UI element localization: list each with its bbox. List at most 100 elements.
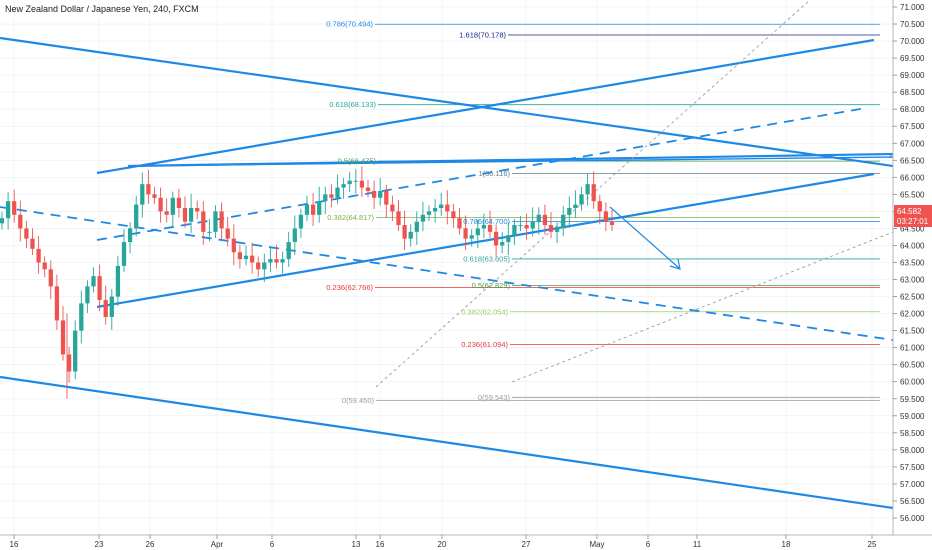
candle-body [542,214,548,226]
candle-body [243,255,249,260]
candle-body [176,197,182,208]
candle-body [493,231,499,246]
trend-line [96,172,875,309]
candle-body [48,269,53,287]
candle-body [42,262,47,270]
price-tick-label: 70.000 [900,37,925,46]
candle-body [103,299,108,318]
forecast-arrow-head [669,258,681,270]
price-tick-label: 63.000 [900,276,925,285]
time-tick-label: 23 [95,540,104,549]
fib-level-label: 0.236(62.766) [326,283,373,292]
price-tick-label: 57.000 [900,480,925,489]
candle-body [97,276,102,300]
price-tick-label: 70.500 [900,20,925,29]
candle-body [335,187,340,198]
candle-body [304,204,310,215]
candle-body [249,255,255,263]
candle-body [310,204,316,215]
time-tick-label: 6 [646,540,651,549]
candle-body [347,180,352,185]
candle-body [170,197,175,215]
candle-body [353,180,358,182]
candle-body [554,228,560,232]
chart-title: New Zealand Dollar / Japanese Yen, 240, … [5,4,199,14]
time-axis[interactable]: 16 23 26 Apr 6 13 16 20 27 May 6 11 18 25 [10,535,877,549]
candle-body [323,194,328,202]
candle-body [396,211,401,226]
dashed-trend-line [0,206,894,341]
candle-body [341,184,346,188]
price-tick-label: 58.500 [900,429,925,438]
candle-body [54,286,60,321]
candle-body [195,207,200,212]
price-tick-label: 69.500 [900,54,925,63]
price-tick-label: 60.500 [900,361,925,370]
price-tick-label: 69.000 [900,71,925,80]
candle-body [475,228,480,236]
price-tick-label: 64.500 [900,224,925,233]
candle-body [213,211,218,232]
candle-body [597,201,602,212]
candle-body [207,231,212,233]
candle-body [91,276,96,287]
candle-body [579,194,584,205]
candle-body [469,235,474,239]
fib-level-label: 0.382(64.817) [327,213,374,222]
price-tick-label: 67.000 [900,139,925,148]
candle-body [237,252,243,260]
candle-body [60,320,66,355]
candle-body [36,248,41,263]
trend-line [127,156,894,167]
time-tick-label: 20 [438,540,447,549]
candle-body [359,180,365,188]
trend-lines [0,0,894,510]
price-tick-label: 59.000 [900,412,925,421]
time-tick-label: Apr [211,540,224,549]
time-tick-label: 16 [376,540,385,549]
candle-body [384,190,389,205]
price-tick-label: 57.500 [900,463,925,472]
fib-level-label: 0.618(63.605) [463,254,510,263]
candle-body [225,228,230,239]
price-axis[interactable]: 71.000 70.500 70.000 69.500 69.000 68.500 68.0… [893,3,925,523]
candle-body [274,259,279,263]
candle-body [219,211,224,229]
time-tick-label: 25 [868,540,877,549]
candle-body [451,211,456,219]
fib-level-label: 0.786(70.494) [326,20,373,29]
candle-body [5,201,11,219]
candle-body [402,225,407,239]
price-tick-label: 63.500 [900,259,925,268]
candle-body [506,235,511,243]
fib-level-label: 1(66.116) [478,169,510,178]
candle-body [115,265,121,297]
candle-body [262,262,267,270]
candle-body [121,242,127,266]
candle-body [30,238,35,249]
candle-body [66,354,72,372]
trend-line [0,375,894,510]
dashed-trend-line [96,107,867,241]
candle-body [408,231,413,239]
candle-body [591,184,596,202]
last-price-badge: 64.582 03:27:01 [894,205,932,227]
price-tick-label: 68.500 [900,88,925,97]
forecast-arrow [609,206,680,269]
candle-body [439,204,444,208]
candle-body [457,218,462,229]
candle-body [561,214,566,229]
fibonacci-labels: 0.786(70.494) 1.618(70.178) 0.618(68.133) 0… [326,20,510,405]
candle-body [268,259,273,263]
price-tick-label: 59.500 [900,395,925,404]
fib-level-label: 0(59.450) [342,396,375,405]
candle-body [201,211,206,232]
price-tick-label: 65.500 [900,190,925,199]
price-tick-label: 66.500 [900,156,925,165]
candle-body [463,228,468,239]
candle-body [524,225,529,229]
fib-level-label: 0.5(66.475) [338,157,377,166]
price-tick-label: 61.000 [900,344,925,353]
candle-body [585,184,590,195]
